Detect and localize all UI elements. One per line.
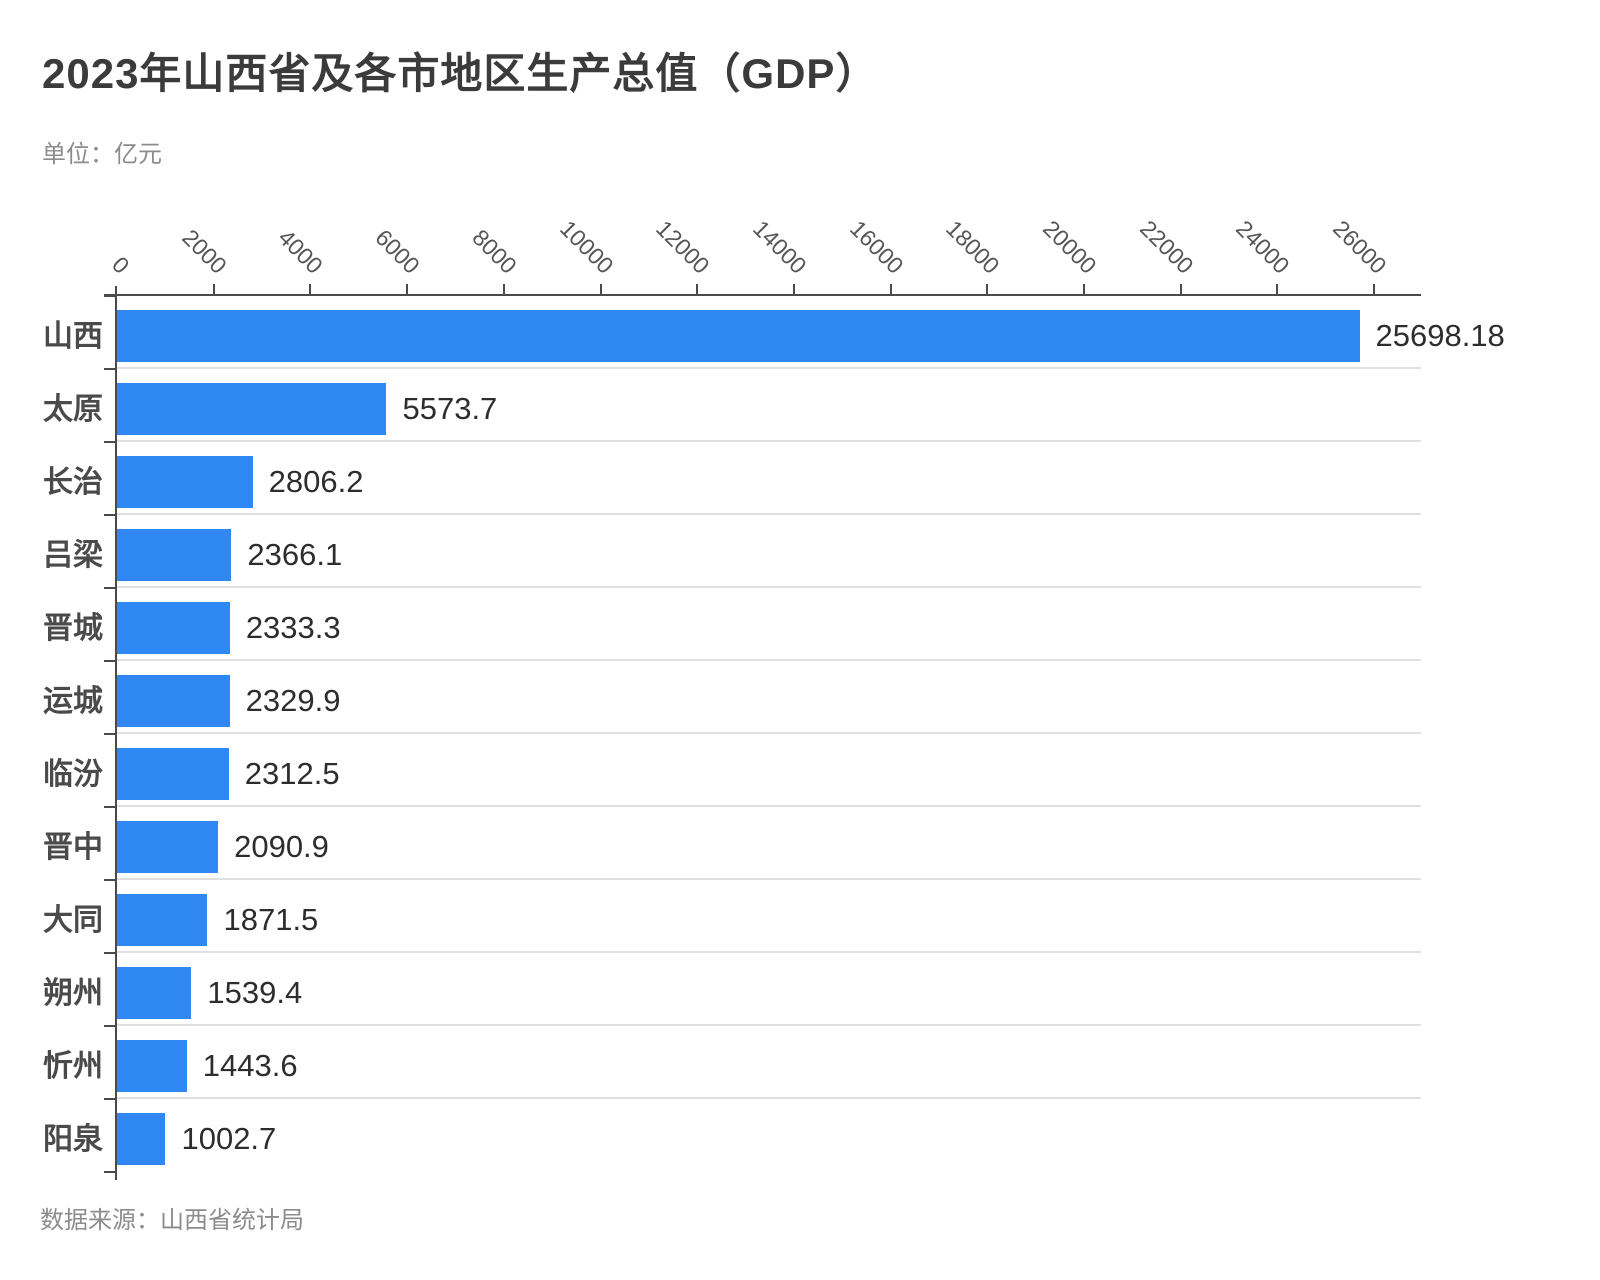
unit-label: 单位：亿元: [42, 141, 162, 168]
bar-row: 2329.9: [117, 661, 1421, 734]
bar-row: 2090.9: [117, 807, 1421, 880]
bar-row: 1871.5: [117, 880, 1421, 953]
category-label: 山西: [43, 319, 103, 353]
x-tick-label: 6000: [370, 224, 425, 279]
bar: [117, 1040, 187, 1092]
value-label: 25698.18: [1375, 318, 1505, 353]
category-label: 晋城: [43, 611, 103, 645]
bar: [117, 894, 208, 946]
x-tick-label: 26000: [1328, 215, 1392, 279]
bar: [117, 675, 230, 727]
category-label: 临汾: [43, 757, 103, 791]
bar-row: 2366.1: [117, 515, 1421, 588]
bar: [117, 310, 1360, 362]
bar-row: 2333.3: [117, 588, 1421, 661]
value-label: 1002.7: [181, 1121, 277, 1156]
x-axis-tick: [212, 284, 215, 294]
x-axis-tick: [502, 284, 505, 294]
x-axis-tick: [309, 284, 312, 294]
category-label: 太原: [43, 392, 103, 426]
x-tick-label: 2000: [176, 224, 232, 279]
bar-row: 25698.18: [117, 296, 1505, 369]
y-axis-tick: [104, 1025, 117, 1027]
x-axis-tick: [1083, 284, 1085, 294]
x-tick-label: 0: [107, 251, 135, 279]
bar-row: 1002.7: [117, 1099, 1421, 1172]
bar: [117, 456, 253, 508]
x-axis-line: [104, 294, 1421, 296]
x-axis-tick: [1276, 284, 1279, 294]
category-label: 忻州: [43, 1049, 103, 1083]
x-axis-tick: [1179, 284, 1182, 294]
value-label: 1871.5: [223, 902, 319, 937]
bar: [117, 529, 232, 581]
x-tick-label: 14000: [747, 215, 812, 279]
x-tick-label: 24000: [1231, 215, 1296, 279]
value-label: 2329.9: [245, 683, 341, 718]
bar-row: 2312.5: [117, 734, 1421, 807]
x-axis-tick: [406, 284, 409, 294]
bar: [117, 383, 387, 435]
category-label: 吕梁: [43, 538, 103, 572]
x-tick-label: 20000: [1038, 215, 1102, 279]
y-axis-tick: [104, 952, 117, 954]
value-label: 2312.5: [244, 756, 340, 791]
x-tick-label: 16000: [844, 215, 909, 279]
x-tick-label: 12000: [651, 215, 715, 279]
category-label: 晋中: [43, 830, 103, 864]
value-label: 5573.7: [402, 391, 498, 426]
bar-row: 1443.6: [117, 1026, 1421, 1099]
category-label: 运城: [43, 684, 103, 718]
category-label: 朔州: [43, 976, 103, 1010]
bar-row: 2806.2: [117, 442, 1421, 515]
value-label: 2366.1: [247, 537, 343, 572]
y-axis-tick: [104, 514, 117, 516]
y-axis-tick: [104, 1171, 117, 1173]
category-label: 大同: [43, 903, 103, 937]
bar: [117, 602, 230, 654]
bar-row: 5573.7: [117, 369, 1421, 442]
category-label: 阳泉: [43, 1122, 103, 1156]
y-axis-tick: [104, 806, 117, 808]
x-tick-label: 18000: [941, 215, 1005, 279]
y-axis-tick: [104, 295, 117, 297]
value-label: 2806.2: [268, 464, 364, 499]
page-title: 2023年山西省及各市地区生产总值（GDP）: [42, 50, 879, 97]
x-tick-label: 22000: [1134, 215, 1199, 279]
y-axis-tick: [104, 1098, 117, 1100]
value-label: 2090.9: [234, 829, 329, 864]
y-axis-tick: [104, 879, 117, 881]
value-label: 2333.3: [245, 610, 341, 645]
x-axis-tick: [599, 284, 602, 294]
x-tick-label: 4000: [273, 224, 329, 279]
value-label: 1539.4: [207, 975, 303, 1010]
x-axis-tick: [792, 284, 795, 294]
x-axis-tick: [1373, 284, 1376, 294]
bar: [117, 748, 229, 800]
bar: [117, 1113, 166, 1165]
value-label: 1443.6: [202, 1048, 298, 1083]
data-source: 数据来源：山西省统计局: [40, 1207, 304, 1234]
x-axis-tick: [696, 284, 699, 294]
y-axis-tick: [104, 733, 117, 735]
y-axis-tick: [104, 441, 117, 443]
category-label: 长治: [43, 465, 103, 499]
x-axis-tick: [986, 284, 989, 294]
y-axis-tick: [104, 587, 117, 589]
x-tick-label: 10000: [554, 215, 619, 279]
y-axis-tick: [104, 660, 117, 662]
bar: [117, 967, 192, 1019]
x-axis-tick: [889, 284, 892, 294]
y-axis-tick: [104, 368, 117, 370]
x-tick-label: 8000: [466, 224, 522, 279]
bar: [117, 821, 219, 873]
bar-row: 1539.4: [117, 953, 1421, 1026]
